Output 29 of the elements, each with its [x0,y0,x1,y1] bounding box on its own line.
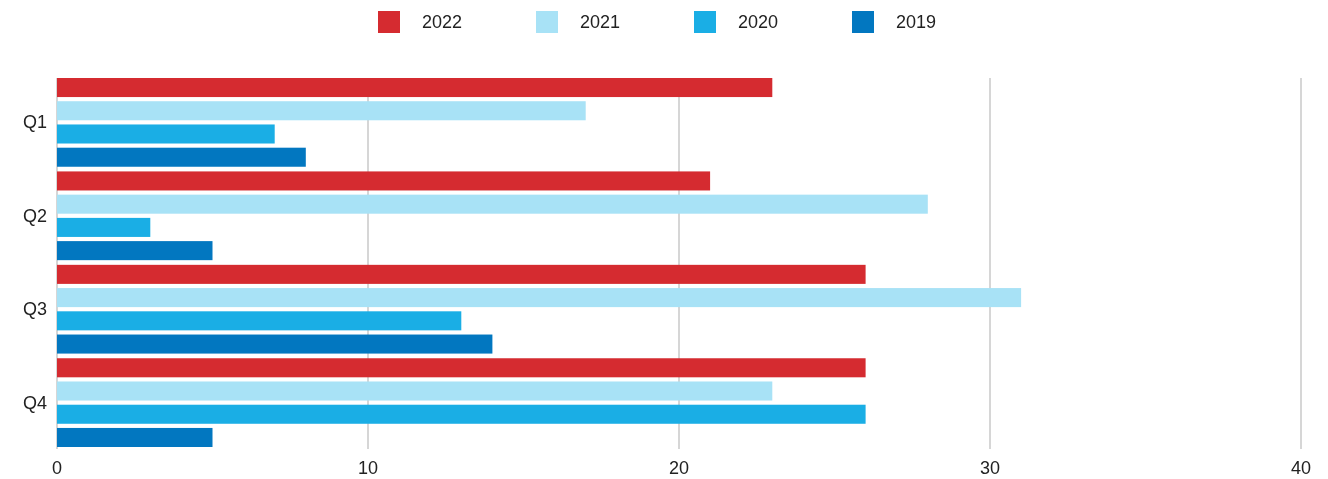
legend-label: 2022 [422,12,463,32]
x-tick-label: 30 [979,458,1001,478]
bar [57,78,773,98]
legend-label: 2019 [896,12,937,32]
y-tick-label: Q1 [22,112,47,133]
bar [57,171,711,191]
x-tick-label: 20 [668,458,690,478]
bar [57,358,866,378]
bar [57,334,493,354]
bar [57,101,586,121]
bar [57,288,1022,308]
x-tick-label: 10 [357,458,379,478]
x-tick-label: 0 [51,458,63,478]
y-tick-label: Q4 [22,392,47,413]
bar [57,427,213,447]
x-tick-label: 40 [1290,458,1312,478]
bar [57,217,151,237]
legend-label: 2021 [580,12,621,32]
bar [57,194,928,214]
y-tick-label: Q2 [22,205,47,226]
bar [57,147,306,167]
bar [57,241,213,261]
bar [57,124,275,144]
bar [57,264,866,284]
y-tick-label: Q3 [22,299,47,320]
bar [57,311,462,331]
bar [57,381,773,401]
legend-label: 2020 [738,12,779,32]
bar [57,404,866,424]
